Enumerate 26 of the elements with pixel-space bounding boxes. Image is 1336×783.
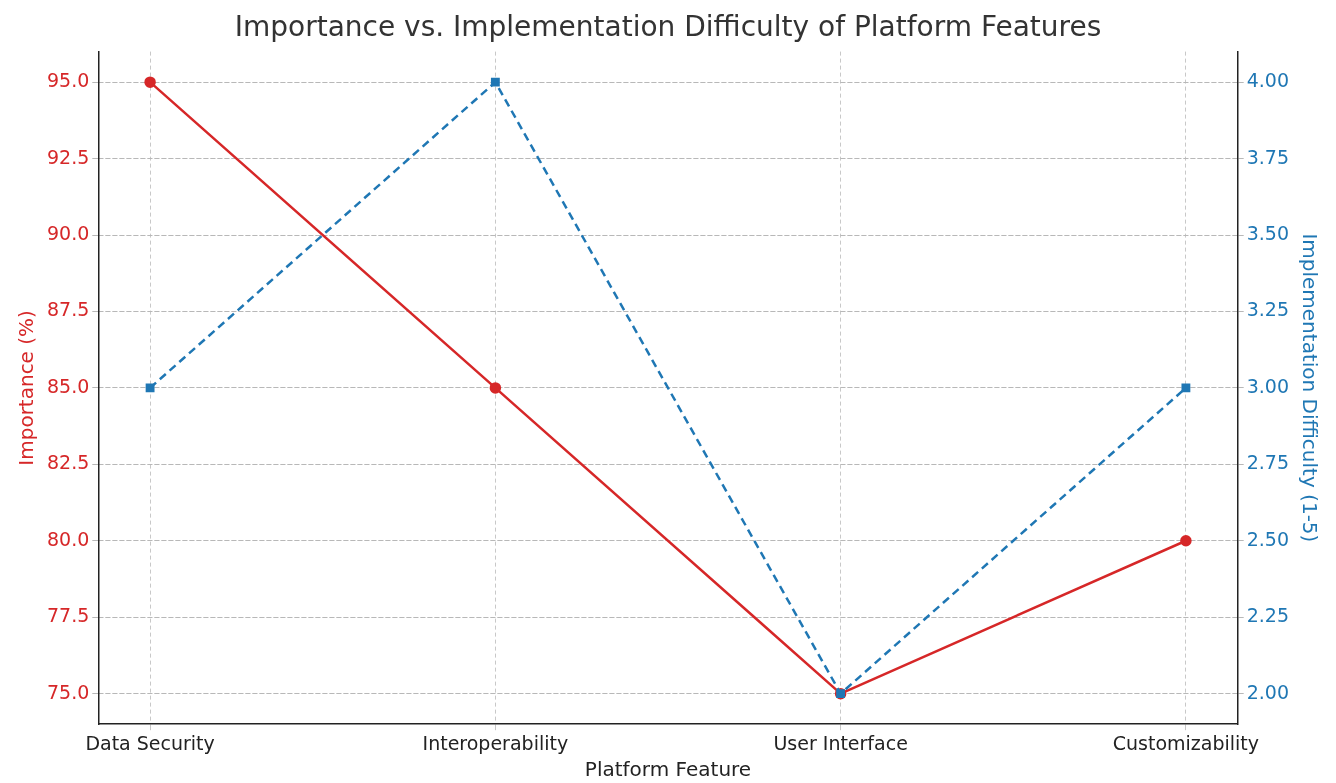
y2-tick-label: 2.50	[1246, 527, 1290, 550]
y2-tick-label: 3.25	[1246, 298, 1290, 321]
y2-axis-title: Implementation Difficulty (1-5)	[1297, 233, 1322, 543]
y-tick-label: 85.0	[46, 374, 90, 397]
y-tick-label: 82.5	[46, 451, 90, 474]
y2-tick-label: 2.25	[1246, 604, 1290, 627]
y-tick-label: 75.0	[46, 680, 90, 703]
x-axis-title: Platform Feature	[584, 757, 752, 782]
y-tick-label: 90.0	[46, 221, 90, 244]
y-tick-label: 92.5	[46, 145, 90, 168]
y-tick-label: 80.0	[46, 527, 90, 550]
x-tick-label: Data Security	[85, 731, 215, 754]
x-tick-label: User Interface	[773, 731, 908, 754]
y2-tick-label: 4.00	[1246, 69, 1290, 92]
y-axis-title: Importance (%)	[14, 310, 39, 466]
y2-tick-label: 3.00	[1246, 374, 1290, 397]
x-tick-label: Customizability	[1112, 731, 1260, 754]
y-tick-label: 95.0	[46, 69, 90, 92]
y2-tick-label: 2.00	[1246, 680, 1290, 703]
x-tick-label: Interoperability	[422, 731, 569, 754]
y2-tick-label: 3.75	[1246, 145, 1290, 168]
chart-title: Importance vs. Implementation Difficulty of Platform Features	[234, 10, 1102, 44]
y2-tick-label: 3.50	[1246, 221, 1290, 244]
y2-tick-label: 2.75	[1246, 451, 1290, 474]
y-tick-label: 87.5	[46, 298, 90, 321]
y-tick-label: 77.5	[46, 604, 90, 627]
